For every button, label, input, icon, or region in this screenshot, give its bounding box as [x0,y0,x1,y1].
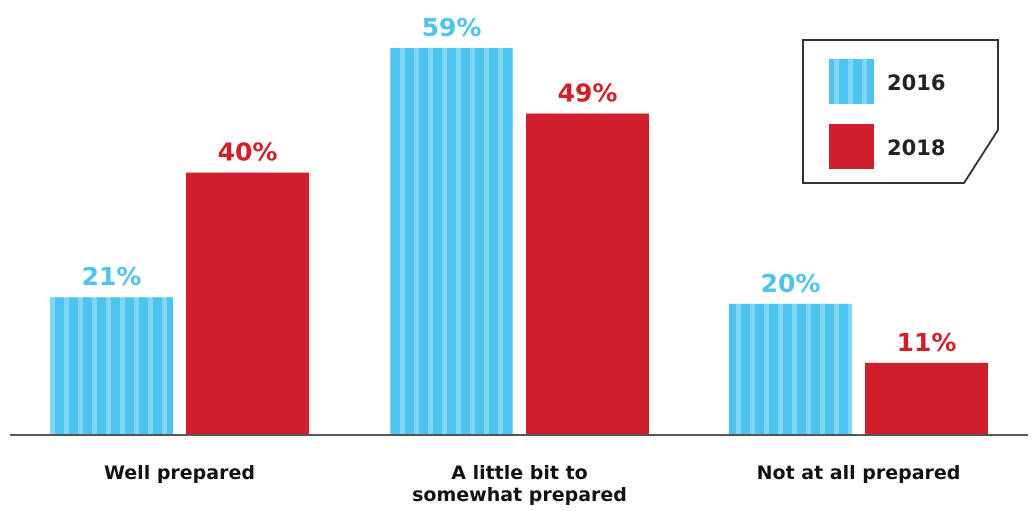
legend-swatch-2016 [829,59,874,104]
bar-2018-cat1 [186,172,309,435]
bar-2016-cat2 [390,47,513,436]
value-label-2016-cat2: 59% [422,13,482,42]
bar-2016-cat1 [50,297,173,435]
value-label-2018-cat2: 49% [558,79,618,108]
category-label-3: Not at all prepared [757,462,961,484]
category-label-1: Well prepared [104,462,255,484]
legend: 2016 2018 [802,39,999,184]
value-label-2018-cat1: 40% [218,138,278,167]
legend-swatch-2018 [829,124,874,169]
legend-label-2016: 2016 [887,71,945,95]
category-labels-group: Well prepared A little bit to somewhat pre… [104,462,960,506]
bar-2018-cat2 [526,113,649,435]
value-label-2018-cat3: 11% [897,328,957,357]
bars-group [50,47,988,436]
category-label-1-line-1: Well prepared [104,462,255,484]
value-labels-group: 21% 59% 20% 40% 49% 11% [82,13,957,357]
value-label-2016-cat1: 21% [82,262,142,291]
bar-2016-cat3 [729,303,852,435]
value-label-2016-cat3: 20% [761,269,821,298]
category-label-2: A little bit to somewhat prepared [412,462,627,506]
category-label-2-line-1: A little bit to [451,462,587,484]
category-label-3-line-1: Not at all prepared [757,462,961,484]
category-label-2-line-2: somewhat prepared [412,484,627,506]
bar-2018-cat3 [865,362,988,435]
legend-label-2018: 2018 [887,136,945,160]
